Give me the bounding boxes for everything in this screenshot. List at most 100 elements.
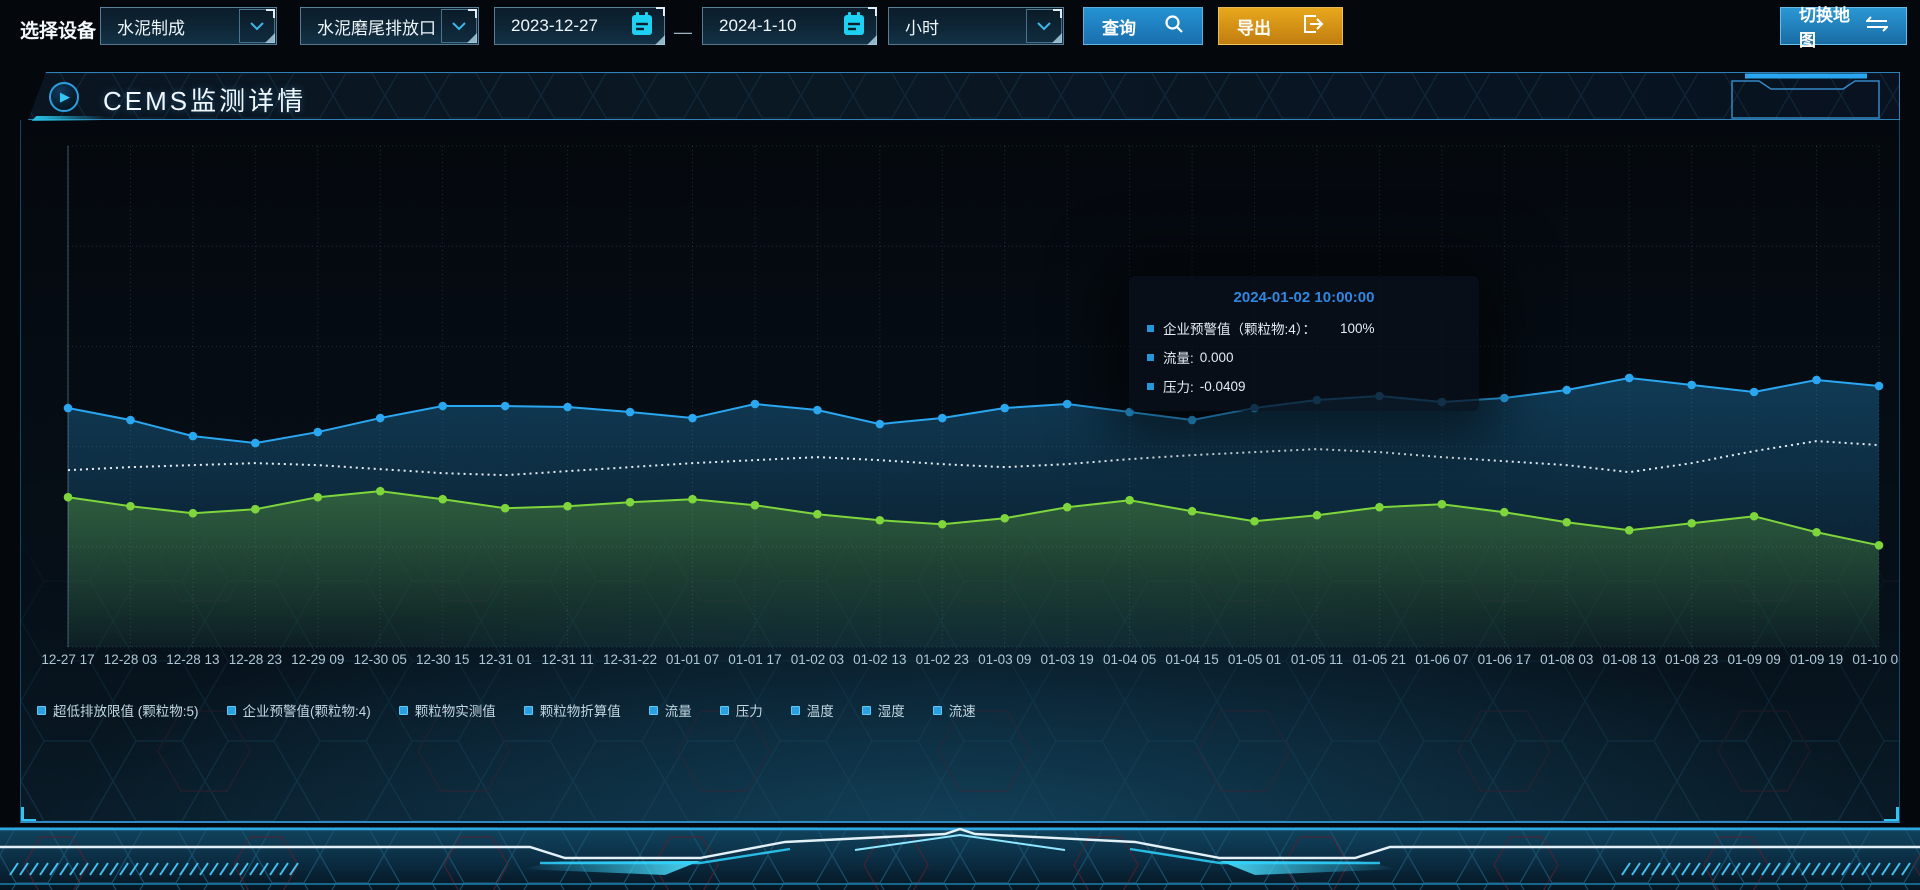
legend-label: 流速 [948,704,976,719]
svg-text:12-30 05: 12-30 05 [354,652,407,667]
interval-select-value: 小时 [905,18,939,38]
end-date-input[interactable]: 2024-1-10 [702,7,877,45]
query-button-label: 查询 [1102,18,1136,38]
legend-item[interactable]: 颗粒物折算值 [523,700,621,720]
series-marker-icon [1147,353,1154,361]
legend-marker-icon [398,705,408,715]
legend-item[interactable]: 温度 [790,700,834,720]
svg-text:01-01 07: 01-01 07 [666,652,719,667]
svg-text:12-31 01: 12-31 01 [478,652,531,667]
switch-map-label: 切换地图 [1799,6,1850,50]
start-date-input[interactable]: 2023-12-27 [494,7,665,45]
svg-text:12-28 23: 12-28 23 [229,652,282,667]
tooltip-value: 100% [1340,320,1375,336]
calendar-icon[interactable] [842,11,866,42]
device-select-label: 选择设备 [20,21,97,42]
cems-line-chart[interactable]: 12-27 17 12-28 03 12-28 13 12-28 23 12-29 09… [21,120,1900,680]
legend-label: 温度 [806,704,834,719]
legend-item[interactable]: 颗粒物实测值 [398,700,496,720]
chevron-down-icon[interactable] [441,9,477,43]
series-marker-icon [1147,382,1154,390]
tooltip-row: 流量: 0.000 [1147,347,1461,367]
query-button[interactable]: 查询 [1083,7,1203,45]
calendar-icon[interactable] [630,11,654,42]
legend-item[interactable]: 压力 [719,700,763,720]
tooltip-label: 流量: [1163,351,1194,366]
svg-text:12-31-22: 12-31-22 [603,652,657,667]
search-icon [1164,14,1184,39]
chevron-down-icon[interactable] [239,9,275,43]
interval-select[interactable]: 小时 [888,7,1064,45]
legend-marker-icon [648,705,658,715]
footer-decoration [0,827,1920,890]
svg-text:12-28 13: 12-28 13 [166,652,219,667]
svg-text:12-29 09: 12-29 09 [291,652,344,667]
tooltip-value: 0.000 [1199,349,1234,365]
legend-item[interactable]: 超低排放限值 (颗粒物:5) [37,700,199,720]
toolbar: 选择设备 水泥制成 水泥磨尾排放口 2023-12-27 — 2024-1-10… [0,0,1920,60]
svg-text:01-04 05: 01-04 05 [1103,652,1156,667]
device-type-select-value: 水泥制成 [117,18,185,38]
legend-marker-icon [226,705,236,715]
svg-text:01-02 03: 01-02 03 [791,652,844,667]
export-icon [1302,14,1324,39]
chevron-down-icon[interactable] [1026,9,1062,43]
panel-corner-accent [21,807,36,821]
tooltip-row: 压力: -0.0409 [1147,376,1461,396]
svg-text:01-08 23: 01-08 23 [1665,652,1718,667]
start-date-value: 2023-12-27 [511,16,598,35]
legend-marker-icon [861,705,871,715]
legend-marker-icon [719,705,729,715]
panel-header: ▶ CEMS监测详情 [28,72,1900,120]
chart-panel: 12-27 17 12-28 03 12-28 13 12-28 23 12-29 09… [20,120,1900,823]
tooltip-label: 企业预警值（颗粒物:4）： [1163,322,1317,337]
svg-text:01-05 21: 01-05 21 [1353,652,1406,667]
legend-label: 颗粒物折算值 [539,704,621,719]
legend-marker-icon [523,705,533,715]
svg-text:01-06 17: 01-06 17 [1478,652,1531,667]
svg-text:01-05 11: 01-05 11 [1291,652,1343,667]
legend-item[interactable]: 流量 [648,700,692,720]
switch-map-button[interactable]: 切换地图 [1780,6,1907,50]
date-range-separator: — [674,22,692,42]
series-marker-icon [1147,324,1154,332]
svg-text:01-08 13: 01-08 13 [1603,652,1656,667]
svg-text:01-08 03: 01-08 03 [1540,652,1593,667]
play-icon: ▶ [49,82,79,112]
chart-legend: 超低排放限值 (颗粒物:5) 企业预警值(颗粒物:4) 颗粒物实测值 颗粒物折算值 流量… [37,700,976,720]
tooltip-value: -0.0409 [1199,378,1246,394]
outlet-select[interactable]: 水泥磨尾排放口 [300,7,479,45]
svg-text:01-02 23: 01-02 23 [916,652,969,667]
svg-text:01-05 01: 01-05 01 [1228,652,1281,667]
svg-text:01-09 19: 01-09 19 [1790,652,1843,667]
outlet-select-value: 水泥磨尾排放口 [317,18,436,38]
legend-item[interactable]: 流速 [932,700,976,720]
legend-item[interactable]: 企业预警值(颗粒物:4) [226,700,371,720]
tooltip-label: 压力: [1163,380,1194,395]
legend-marker-icon [790,705,800,715]
header-notch-decoration [1731,73,1880,119]
svg-text:01-04 15: 01-04 15 [1165,652,1218,667]
export-button-label: 导出 [1237,18,1271,38]
export-button[interactable]: 导出 [1218,7,1343,45]
tooltip-timestamp: 2024-01-02 10:00:00 [1233,289,1375,306]
legend-item[interactable]: 湿度 [861,700,905,720]
tooltip-row: 企业预警值（颗粒物:4）： 100% [1147,318,1461,338]
svg-text:12-31 11: 12-31 11 [541,652,593,667]
chart-tooltip: 2024-01-02 10:00:00 企业预警值（颗粒物:4）： 100% 流… [1129,276,1479,411]
legend-label: 流量 [664,704,692,719]
page-title: CEMS监测详情 [103,86,307,116]
legend-label: 超低排放限值 (颗粒物:5) [53,704,199,719]
svg-text:12-30 15: 12-30 15 [416,652,469,667]
legend-marker-icon [37,705,46,715]
svg-text:01-09 09: 01-09 09 [1727,652,1780,667]
legend-label: 企业预警值(颗粒物:4) [242,704,371,719]
legend-label: 湿度 [877,704,905,719]
panel-corner-accent [1884,807,1899,821]
swap-arrows-icon [1864,15,1890,37]
svg-text:12-27 17: 12-27 17 [41,652,94,667]
svg-text:01-06 07: 01-06 07 [1415,652,1468,667]
svg-text:01-10 05: 01-10 05 [1852,652,1900,667]
legend-label: 颗粒物实测值 [414,704,496,719]
device-type-select[interactable]: 水泥制成 [100,7,277,45]
